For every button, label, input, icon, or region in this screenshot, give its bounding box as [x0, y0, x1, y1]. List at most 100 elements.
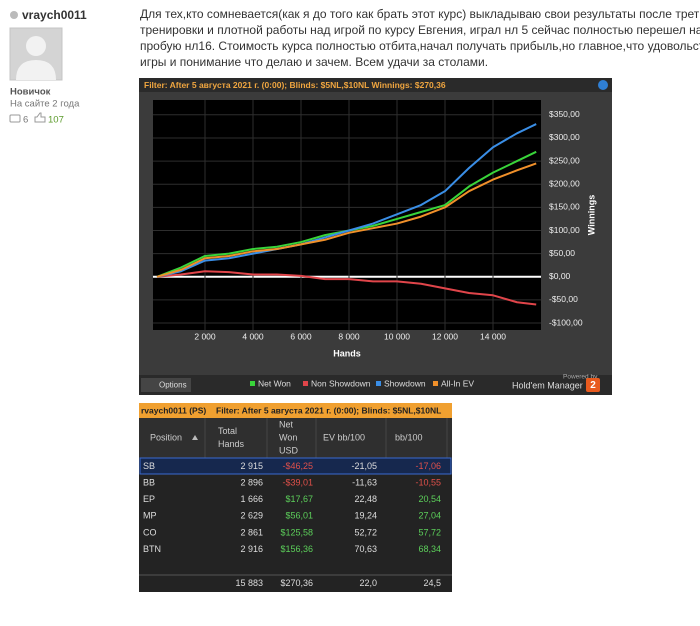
table-cell[interactable]: 70,63 [354, 544, 377, 554]
column-header[interactable]: Total [218, 426, 237, 436]
table-cell[interactable]: -10,55 [415, 477, 441, 487]
series-line [156, 162, 537, 278]
likes-count: 107 [48, 115, 64, 126]
y-axis-label: Winnings [586, 195, 596, 235]
y-tick-label: $100,00 [549, 225, 580, 235]
legend-label: Non Showdown [311, 378, 371, 388]
chart-filter: Filter: After 5 августа 2021 г. (0:00); … [144, 80, 446, 90]
post-line: пробую нл16. Стоимость курса полностью о… [140, 39, 700, 53]
post-line: игры и понимание что делаю и зачем. Всем… [140, 55, 488, 69]
y-tick-label: -$100,00 [549, 317, 583, 327]
status-dot [10, 11, 18, 19]
table-cell[interactable]: $17,67 [285, 494, 313, 504]
y-tick-label: $350,00 [549, 109, 580, 119]
table-total: 24,5 [423, 578, 441, 588]
x-tick-label: 2 000 [194, 331, 216, 341]
table-cell[interactable]: $156,36 [280, 544, 313, 554]
table-cell[interactable]: -21,05 [351, 461, 377, 471]
table-cell[interactable]: 1 666 [240, 494, 263, 504]
help-icon [598, 80, 608, 90]
y-tick-label: $200,00 [549, 178, 580, 188]
table-cell[interactable]: SB [143, 461, 155, 471]
table-cell[interactable]: 57,72 [418, 527, 441, 537]
table-cell[interactable]: 19,24 [354, 511, 377, 521]
series-line [156, 123, 537, 278]
column-header[interactable]: bb/100 [395, 432, 423, 442]
column-header[interactable]: Hands [218, 439, 245, 449]
username[interactable]: vraych0011 [22, 8, 87, 22]
post-line: тренировки и плотной работы над игрой по… [140, 23, 700, 37]
brand-version: 2 [590, 380, 596, 391]
table-player: rvaych0011 (PS) [141, 405, 206, 415]
table-cell[interactable]: BB [143, 477, 155, 487]
table-cell[interactable]: 20,54 [418, 494, 441, 504]
table-cell[interactable]: -17,06 [415, 461, 441, 471]
y-tick-label: $300,00 [549, 132, 580, 142]
table-cell[interactable]: -11,63 [352, 477, 377, 487]
x-tick-label: 8 000 [338, 331, 360, 341]
table-filter: Filter: After 5 августа 2021 г. (0:00); … [216, 405, 441, 415]
table-cell[interactable]: 2 629 [240, 511, 263, 521]
y-tick-label: $50,00 [549, 248, 575, 258]
x-axis-label: Hands [333, 348, 361, 358]
y-tick-label: $150,00 [549, 202, 580, 212]
table-cell[interactable]: EP [143, 494, 155, 504]
x-tick-label: 6 000 [290, 331, 312, 341]
column-header[interactable]: Net [279, 419, 294, 429]
plot-area [153, 100, 541, 330]
table-cell[interactable]: 27,04 [418, 511, 441, 521]
legend-label: Net Won [258, 378, 291, 388]
filter-bar [139, 78, 612, 92]
sort-arrow [192, 435, 198, 440]
table-cell[interactable]: 2 861 [240, 527, 263, 537]
messages-icon [9, 114, 21, 123]
selected-row [139, 457, 452, 475]
y-tick-label: $250,00 [549, 155, 580, 165]
table-cell[interactable]: $125,58 [280, 527, 313, 537]
table-cell[interactable]: -$46,25 [282, 461, 313, 471]
user-rank: Новичок [10, 87, 51, 98]
table-cell[interactable]: BTN [143, 544, 161, 554]
legend-label: All-In EV [441, 378, 474, 388]
table-cell[interactable]: MP [143, 511, 157, 521]
options-label: Options [159, 381, 187, 390]
powered-by: Powered by [563, 374, 598, 381]
table-cell[interactable]: 2 896 [240, 477, 263, 487]
legend-swatch [433, 381, 438, 386]
x-tick-label: 4 000 [242, 331, 264, 341]
user-since: На сайте 2 года [10, 99, 80, 110]
legend-swatch [250, 381, 255, 386]
table-total: $270,36 [280, 578, 313, 588]
table-cell[interactable]: 2 916 [240, 544, 263, 554]
x-tick-label: 12 000 [432, 331, 458, 341]
column-header[interactable]: USD [279, 445, 299, 455]
legend-label: Showdown [384, 378, 426, 388]
messages-count: 6 [23, 115, 28, 126]
options-button[interactable] [141, 378, 191, 392]
brand-logo [586, 378, 600, 392]
table-cell[interactable]: 2 915 [240, 461, 263, 471]
table-cell[interactable]: $56,01 [285, 511, 313, 521]
y-tick-label: -$50,00 [549, 294, 578, 304]
legend-swatch [376, 381, 381, 386]
legend-swatch [303, 381, 308, 386]
post-line: Для тех,кто сомневается(как я до того ка… [140, 7, 700, 21]
column-header[interactable]: Won [279, 432, 297, 442]
legend-bar [139, 375, 612, 395]
column-header[interactable]: EV bb/100 [323, 432, 365, 442]
x-tick-label: 14 000 [480, 331, 506, 341]
table-cell[interactable]: -$39,01 [282, 477, 313, 487]
table-cell[interactable]: 22,48 [354, 494, 377, 504]
table-cell[interactable]: 52,72 [354, 527, 377, 537]
table-title-bar [139, 403, 452, 418]
avatar[interactable] [9, 27, 63, 81]
table-cell[interactable]: 68,34 [418, 544, 441, 554]
table-header [139, 418, 452, 458]
y-tick-label: $0,00 [549, 271, 571, 281]
table-cell[interactable]: CO [143, 527, 157, 537]
likes-icon [34, 112, 46, 123]
series-line [156, 270, 537, 306]
table-total: 22,0 [359, 578, 377, 588]
column-header[interactable]: Position [150, 432, 182, 442]
